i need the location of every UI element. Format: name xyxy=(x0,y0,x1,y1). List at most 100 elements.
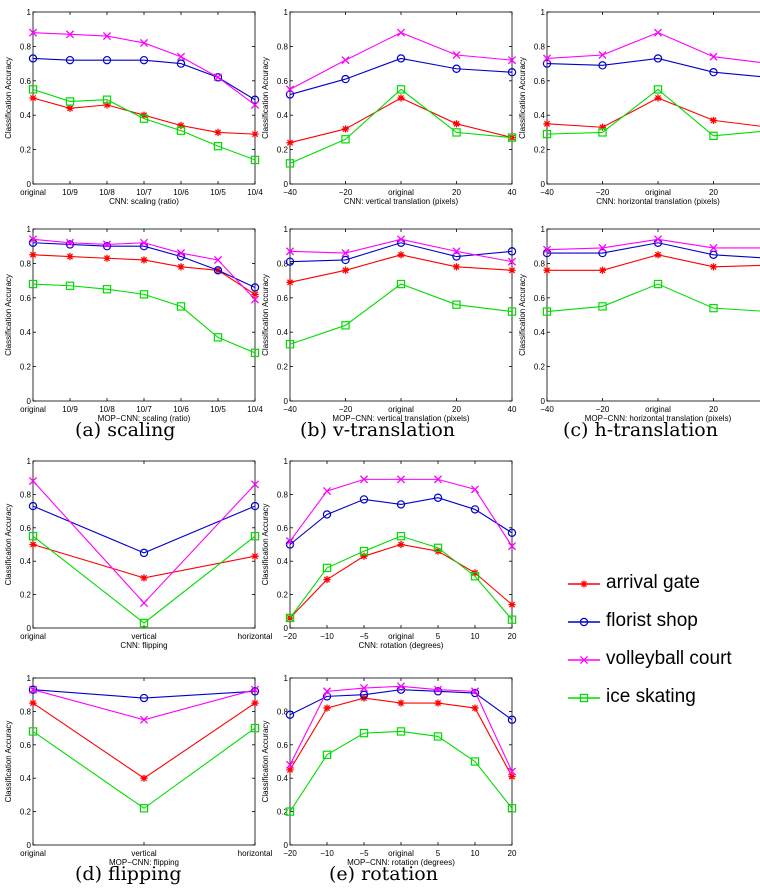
x-tick-label: 5 xyxy=(436,632,441,641)
x-axis-label: CNN: flipping xyxy=(120,641,167,650)
point-volleyball-court xyxy=(213,255,223,265)
point-ice-skating xyxy=(139,290,149,299)
point-arrival-gate xyxy=(103,101,111,109)
x-axis-label: MOP−CNN: vertical translation (pixels) xyxy=(332,414,469,423)
plot-frame xyxy=(32,228,256,402)
x-tick-label: original xyxy=(20,188,46,197)
series-line-florist-shop xyxy=(289,689,513,721)
x-tick-label: vertical xyxy=(131,632,157,641)
x-tick-label: −20 xyxy=(339,188,353,197)
x-tick-label: 10/5 xyxy=(210,188,226,197)
x-tick-label: original xyxy=(20,632,46,641)
point-arrival-gate xyxy=(103,254,111,262)
point-volleyball-court xyxy=(359,475,369,484)
point-ice-skating xyxy=(102,95,112,104)
y-tick-label: 0.6 xyxy=(277,741,289,750)
y-tick-label: 0.2 xyxy=(534,146,546,155)
y-tick-label: 0 xyxy=(284,624,289,633)
point-florist-shop xyxy=(285,257,295,266)
point-volleyball-court xyxy=(28,685,38,694)
x-tick-label: 10/8 xyxy=(99,405,115,414)
point-ice-skating xyxy=(452,128,461,137)
point-arrival-gate xyxy=(29,94,37,102)
x-axis-label: CNN: scaling (ratio) xyxy=(109,197,179,206)
point-volleyball-court xyxy=(396,235,406,244)
point-florist-shop xyxy=(709,250,718,259)
point-ice-skating xyxy=(213,141,223,151)
point-arrival-gate xyxy=(251,290,259,298)
point-volleyball-court xyxy=(507,257,517,266)
point-arrival-gate xyxy=(341,125,350,133)
x-tick-label: 10 xyxy=(471,632,480,641)
point-ice-skating xyxy=(507,133,517,142)
y-tick-label: 0 xyxy=(284,397,289,406)
point-ice-skating xyxy=(139,114,149,123)
x-tick-label: horizontal xyxy=(238,632,273,641)
y-tick-label: 0.6 xyxy=(534,294,546,303)
point-arrival-gate xyxy=(598,123,607,131)
point-volleyball-court xyxy=(452,50,461,60)
point-florist-shop xyxy=(598,248,607,258)
x-tick-label: 20 xyxy=(508,632,517,641)
point-florist-shop xyxy=(507,67,517,77)
x-tick-label: vertical xyxy=(131,849,157,858)
x-tick-label: −40 xyxy=(283,405,297,414)
y-tick-label: 0.2 xyxy=(534,363,546,372)
x-tick-label: 10/7 xyxy=(136,188,152,197)
y-tick-label: 0.4 xyxy=(277,557,289,566)
y-tick-label: 0.2 xyxy=(277,146,289,155)
point-ice-skating xyxy=(653,85,663,94)
x-tick-label: −10 xyxy=(320,849,334,858)
point-ice-skating xyxy=(28,727,38,736)
series-line-arrival-gate xyxy=(546,97,760,128)
series-line-ice-skating xyxy=(289,535,513,621)
point-florist-shop xyxy=(139,548,149,558)
x-tick-label: −20 xyxy=(283,632,297,641)
y-tick-label: 0.8 xyxy=(20,42,32,51)
caption-scaling: (a) scaling xyxy=(75,419,176,441)
y-tick-label: 0 xyxy=(27,397,32,406)
y-tick-label: 0.2 xyxy=(277,591,289,600)
x-tick-label: 10/5 xyxy=(210,405,226,414)
point-volleyball-court xyxy=(433,475,443,484)
y-tick-label: 1 xyxy=(27,674,32,683)
series-line-ice-skating xyxy=(32,283,256,354)
point-arrival-gate xyxy=(654,251,662,259)
y-tick-label: 0.6 xyxy=(20,294,32,303)
point-volleyball-court xyxy=(285,247,295,256)
y-tick-label: 0 xyxy=(284,180,289,189)
y-tick-label: 0.4 xyxy=(277,111,289,120)
series-line-ice-skating xyxy=(546,283,760,313)
point-florist-shop xyxy=(507,528,517,538)
point-arrival-gate xyxy=(251,130,259,138)
point-arrival-gate xyxy=(286,278,294,286)
x-tick-label: original xyxy=(388,849,414,858)
x-tick-label: 10/9 xyxy=(62,405,78,414)
point-ice-skating xyxy=(341,321,350,330)
point-ice-skating xyxy=(65,97,75,106)
x-tick-label: 10/9 xyxy=(62,188,78,197)
legend-line-arrival-gate xyxy=(568,580,600,588)
point-ice-skating xyxy=(250,723,260,733)
series-line-florist-shop xyxy=(547,242,760,259)
point-florist-shop xyxy=(176,59,186,68)
x-tick-label: 10/7 xyxy=(136,405,152,414)
point-arrival-gate xyxy=(177,263,185,271)
plot-frame xyxy=(546,228,760,402)
x-tick-label: 10 xyxy=(471,849,480,858)
x-tick-label: 20 xyxy=(508,849,517,858)
point-volleyball-court xyxy=(322,487,332,496)
point-arrival-gate xyxy=(654,94,662,102)
series-line-volleyball-court xyxy=(289,32,513,90)
y-tick-label: 0.6 xyxy=(20,741,32,750)
point-volleyball-court xyxy=(341,56,350,65)
x-tick-label: 40 xyxy=(508,188,517,197)
y-tick-label: 0.6 xyxy=(277,294,289,303)
point-volleyball-court xyxy=(598,243,607,252)
point-arrival-gate xyxy=(286,766,294,774)
y-axis-label: Classification Accuracy xyxy=(4,721,13,803)
series-line-arrival-gate xyxy=(289,97,513,144)
point-volleyball-court xyxy=(542,54,552,63)
point-arrival-gate xyxy=(140,774,148,782)
point-ice-skating xyxy=(285,340,295,349)
